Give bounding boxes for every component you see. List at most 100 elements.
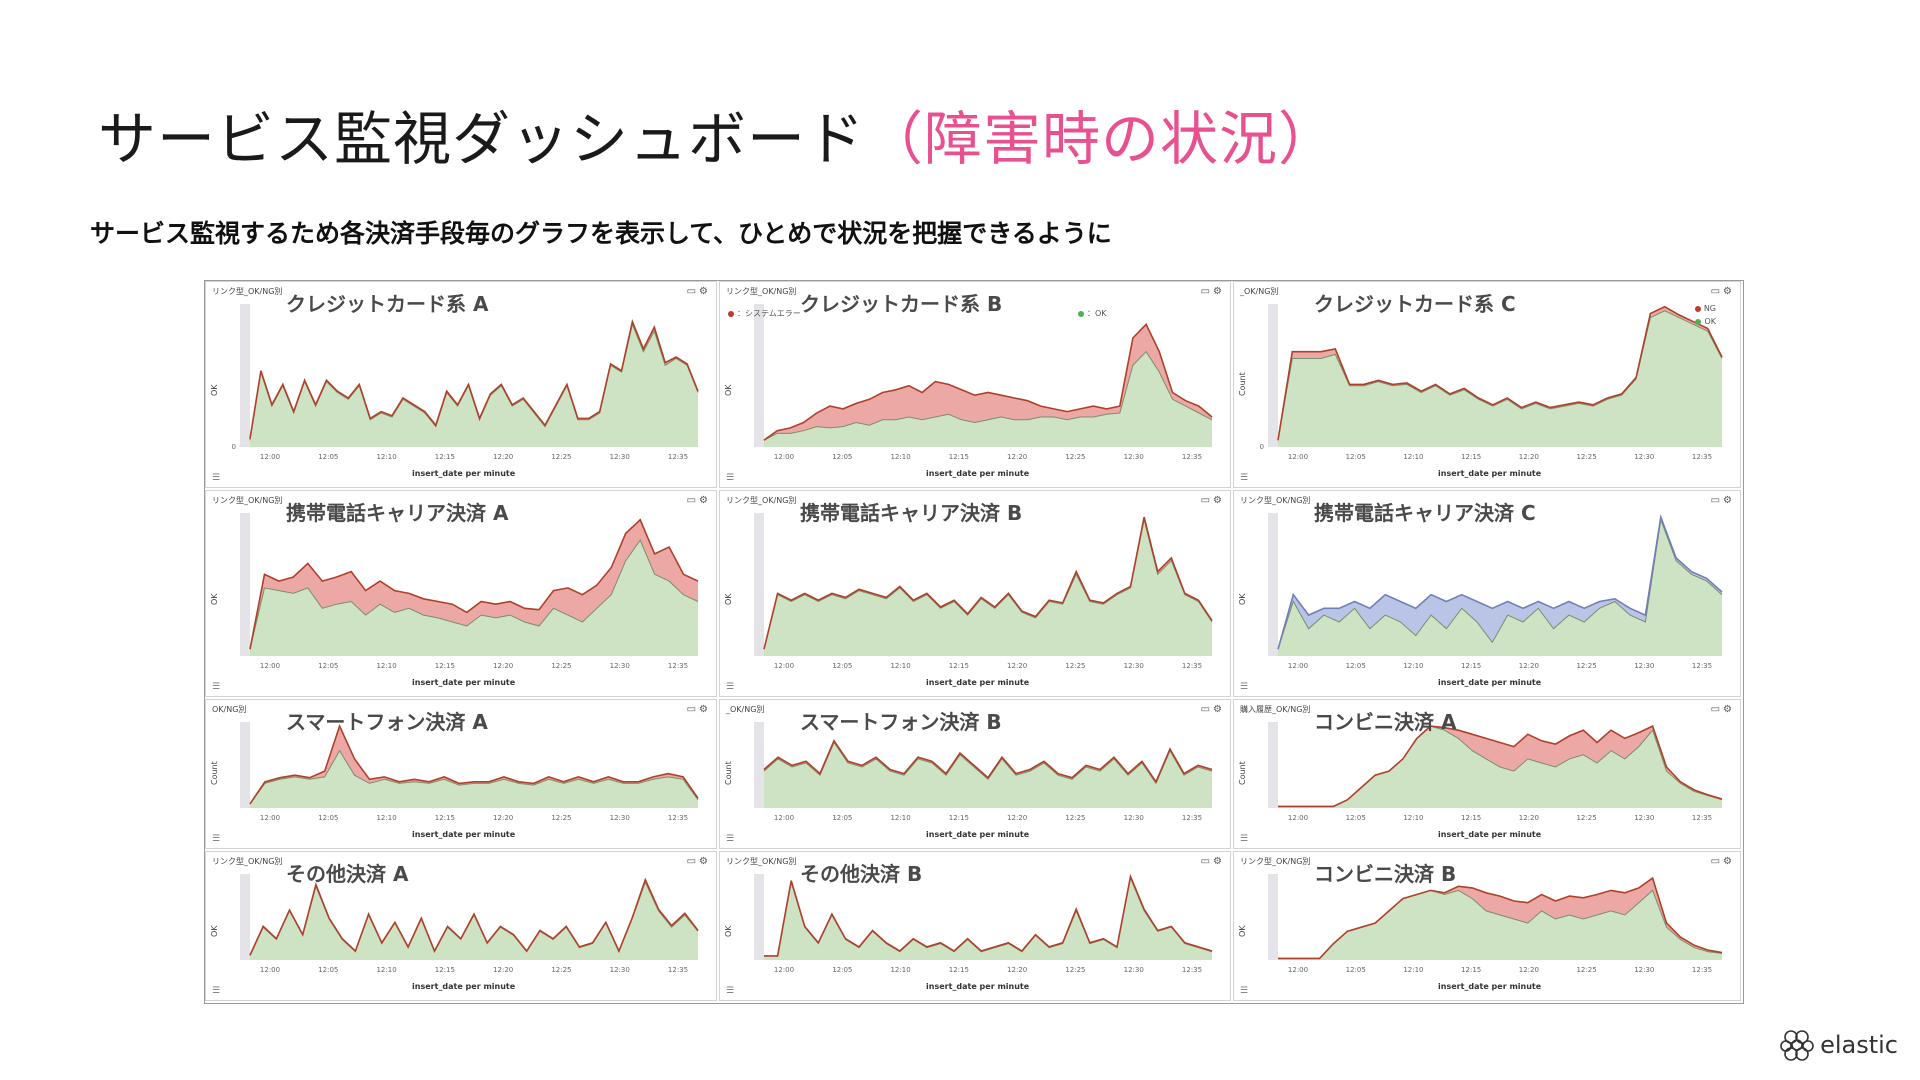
- panel-smart-b[interactable]: 12:00 12:05 12:10 12:15 12:20 12:25 12:30 12:35…: [719, 699, 1231, 849]
- panel-credit-a[interactable]: 12:00 12:05 12:10 12:15 12:20 12:25 12:30 12:35…: [205, 281, 717, 488]
- panel-carrier-a[interactable]: 12:00 12:05 12:10 12:15 12:20 12:25 12:30 12:35…: [205, 490, 717, 697]
- series-ng-line: [249, 723, 699, 805]
- panel-conv-b[interactable]: 12:00 12:05 12:10 12:15 12:20 12:25 12:30 12:35…: [1233, 851, 1741, 1001]
- folder-icon[interactable]: ▭: [1200, 286, 1214, 297]
- panel-tools[interactable]: ▭⚙: [687, 495, 711, 506]
- panel-ylabel: OK: [724, 383, 733, 396]
- legend-label: NG: [1703, 304, 1716, 313]
- list-icon[interactable]: ☰: [1240, 834, 1249, 844]
- panel-heading: クレジットカード系 B: [800, 292, 1003, 316]
- chart-carrier-a[interactable]: 12:00 12:05 12:10 12:15 12:20 12:25 12:30 12:35: [206, 491, 717, 697]
- panel-small-title: リンク型_OK/NG別: [726, 287, 797, 296]
- folder-icon[interactable]: ▭: [1710, 286, 1724, 297]
- gear-icon[interactable]: ⚙: [1723, 286, 1735, 297]
- series-ok-area: [764, 742, 1212, 808]
- panel-tools[interactable]: ▭⚙: [1711, 856, 1735, 867]
- panel-smart-a[interactable]: 12:00 12:05 12:10 12:15 12:20 12:25 12:30 12:35…: [205, 699, 717, 849]
- panel-tools[interactable]: ▭⚙: [1201, 856, 1225, 867]
- series-ng-line: [249, 518, 699, 650]
- list-icon[interactable]: ☰: [1240, 986, 1249, 996]
- panel-tools[interactable]: ▭⚙: [687, 704, 711, 715]
- folder-icon[interactable]: ▭: [686, 286, 700, 297]
- legend-dot: [1694, 305, 1701, 312]
- list-icon[interactable]: ☰: [212, 682, 221, 692]
- folder-icon[interactable]: ▭: [1710, 704, 1724, 715]
- list-icon[interactable]: ☰: [212, 473, 221, 483]
- x-tick-label: 12:30: [610, 453, 630, 461]
- folder-icon[interactable]: ▭: [686, 856, 700, 867]
- x-tick-label: 12:20: [493, 662, 513, 670]
- panel-credit-c[interactable]: 12:00 12:05 12:10 12:15 12:20 12:25 12:30 12:35…: [1233, 281, 1741, 488]
- list-icon[interactable]: ☰: [726, 473, 735, 483]
- panel-tools[interactable]: ▭⚙: [1201, 495, 1225, 506]
- gear-icon[interactable]: ⚙: [699, 495, 711, 506]
- panel-other-a[interactable]: 12:00 12:05 12:10 12:15 12:20 12:25 12:30 12:35…: [205, 851, 717, 1001]
- chart-credit-c[interactable]: 12:00 12:05 12:10 12:15 12:20 12:25 12:30 12:35…: [1234, 282, 1741, 488]
- brush-band: [240, 513, 250, 656]
- panel-small-title: リンク型_OK/NG別: [212, 287, 283, 296]
- legend-item[interactable]: NG: [1694, 304, 1716, 313]
- folder-icon[interactable]: ▭: [1200, 856, 1214, 867]
- chart-credit-b[interactable]: 12:00 12:05 12:10 12:15 12:20 12:25 12:30 12:35: [720, 282, 1231, 488]
- list-icon[interactable]: ☰: [212, 986, 221, 996]
- folder-icon[interactable]: ▭: [1200, 704, 1214, 715]
- panel-xlabel: insert_date per minute: [926, 678, 1030, 687]
- chart-other-a[interactable]: 12:00 12:05 12:10 12:15 12:20 12:25 12:30 12:35: [206, 852, 717, 1001]
- chart-conv-b[interactable]: 12:00 12:05 12:10 12:15 12:20 12:25 12:30 12:35: [1234, 852, 1741, 1001]
- folder-icon[interactable]: ▭: [1710, 856, 1724, 867]
- gear-icon[interactable]: ⚙: [1213, 856, 1225, 867]
- x-tick-label: 12:25: [1576, 662, 1596, 670]
- panel-ylabel: OK: [1238, 592, 1247, 605]
- brush-band: [754, 722, 764, 808]
- x-tick-label: 12:30: [610, 662, 630, 670]
- panel-tools[interactable]: ▭⚙: [687, 286, 711, 297]
- chart-other-b[interactable]: 12:00 12:05 12:10 12:15 12:20 12:25 12:30 12:35: [720, 852, 1231, 1001]
- gear-icon[interactable]: ⚙: [699, 856, 711, 867]
- list-icon[interactable]: ☰: [726, 834, 735, 844]
- list-icon[interactable]: ☰: [212, 834, 221, 844]
- panel-tools[interactable]: ▭⚙: [1711, 495, 1735, 506]
- gear-icon[interactable]: ⚙: [1723, 856, 1735, 867]
- gear-icon[interactable]: ⚙: [1723, 495, 1735, 506]
- gear-icon[interactable]: ⚙: [1723, 704, 1735, 715]
- list-icon[interactable]: ☰: [1240, 682, 1249, 692]
- panel-carrier-c[interactable]: 12:00 12:05 12:10 12:15 12:20 12:25 12:30 12:35…: [1233, 490, 1741, 697]
- list-icon[interactable]: ☰: [726, 986, 735, 996]
- gear-icon[interactable]: ⚙: [1213, 704, 1225, 715]
- legend-item[interactable]: ：OK: [1078, 308, 1107, 319]
- folder-icon[interactable]: ▭: [1710, 495, 1724, 506]
- legend-item[interactable]: ：システムエラー: [728, 308, 801, 319]
- chart-conv-a[interactable]: 12:00 12:05 12:10 12:15 12:20 12:25 12:30 12:35: [1234, 700, 1741, 849]
- gear-icon[interactable]: ⚙: [1213, 286, 1225, 297]
- panel-tools[interactable]: ▭⚙: [1711, 704, 1735, 715]
- list-icon[interactable]: ☰: [1240, 473, 1249, 483]
- panel-tools[interactable]: ▭⚙: [687, 856, 711, 867]
- panel-tools[interactable]: ▭⚙: [1711, 286, 1735, 297]
- folder-icon[interactable]: ▭: [686, 495, 700, 506]
- panel-conv-a[interactable]: 12:00 12:05 12:10 12:15 12:20 12:25 12:30 12:35…: [1233, 699, 1741, 849]
- chart-carrier-c[interactable]: 12:00 12:05 12:10 12:15 12:20 12:25 12:30 12:35: [1234, 491, 1741, 697]
- series-ng-line: [763, 516, 1213, 650]
- panel-other-b[interactable]: 12:00 12:05 12:10 12:15 12:20 12:25 12:30 12:35…: [719, 851, 1231, 1001]
- chart-carrier-b[interactable]: 12:00 12:05 12:10 12:15 12:20 12:25 12:30 12:35: [720, 491, 1231, 697]
- gear-icon[interactable]: ⚙: [699, 286, 711, 297]
- legend-item[interactable]: OK: [1695, 317, 1716, 326]
- panel-credit-b[interactable]: 12:00 12:05 12:10 12:15 12:20 12:25 12:30 12:35…: [719, 281, 1231, 488]
- panel-carrier-b[interactable]: 12:00 12:05 12:10 12:15 12:20 12:25 12:30 12:35…: [719, 490, 1231, 697]
- folder-icon[interactable]: ▭: [686, 704, 700, 715]
- x-tick-label: 12:15: [1461, 814, 1481, 822]
- x-tick-label: 12:30: [1124, 814, 1144, 822]
- x-tick-label: 12:05: [1346, 814, 1366, 822]
- panel-ylabel: OK: [210, 925, 219, 937]
- x-tick-label: 12:00: [260, 814, 280, 822]
- folder-icon[interactable]: ▭: [1200, 495, 1214, 506]
- gear-icon[interactable]: ⚙: [1213, 495, 1225, 506]
- x-tick-label: 12:35: [1182, 662, 1202, 670]
- chart-smart-b[interactable]: 12:00 12:05 12:10 12:15 12:20 12:25 12:30 12:35: [720, 700, 1231, 849]
- panel-tools[interactable]: ▭⚙: [1201, 704, 1225, 715]
- panel-tools[interactable]: ▭⚙: [1201, 286, 1225, 297]
- gear-icon[interactable]: ⚙: [699, 704, 711, 715]
- list-icon[interactable]: ☰: [726, 682, 735, 692]
- chart-smart-a[interactable]: 12:00 12:05 12:10 12:15 12:20 12:25 12:30 12:35: [206, 700, 717, 849]
- chart-credit-a[interactable]: 12:00 12:05 12:10 12:15 12:20 12:25 12:30 12:35…: [206, 282, 717, 488]
